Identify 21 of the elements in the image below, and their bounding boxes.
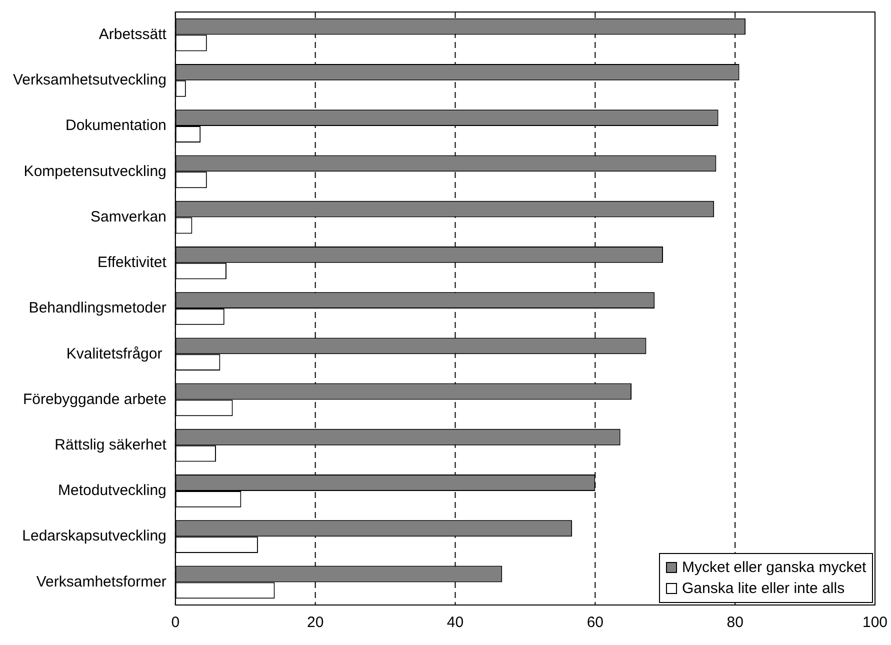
x-tick-label: 20 <box>306 614 324 632</box>
legend-label: Mycket eller ganska mycket <box>682 558 866 578</box>
x-tick-label: 60 <box>586 614 604 632</box>
y-tick-label: Verksamhetsutveckling <box>13 72 166 89</box>
y-tick-label: Effektivitet <box>97 254 168 272</box>
y-tick-label: Samverkan <box>90 208 166 226</box>
y-tick-label: Förebyggande arbete <box>22 390 166 408</box>
y-tick-label: Rättslig säkerhet <box>54 436 168 454</box>
y-tick-label: Kvalitetsfrågor <box>66 345 166 362</box>
y-tick-label: Arbetssätt <box>98 26 168 43</box>
x-tick-label: 40 <box>446 614 464 632</box>
y-tick-label: Metodutveckling <box>58 482 166 500</box>
y-tick-label: Kompetensutveckling <box>24 162 166 180</box>
y-tick-label: Verksamhetsformer <box>36 573 166 590</box>
x-tick-label: 80 <box>726 614 744 632</box>
x-tick-label: 0 <box>171 614 180 632</box>
y-tick-label: Ledarskapsutveckling <box>22 528 166 545</box>
y-tick-label: Dokumentation <box>66 117 166 134</box>
text: Ganska lite eller inte alls <box>682 579 845 599</box>
y-tick-label: Behandlingsmetoder <box>28 300 166 317</box>
x-tick-label: 100 <box>862 614 888 632</box>
